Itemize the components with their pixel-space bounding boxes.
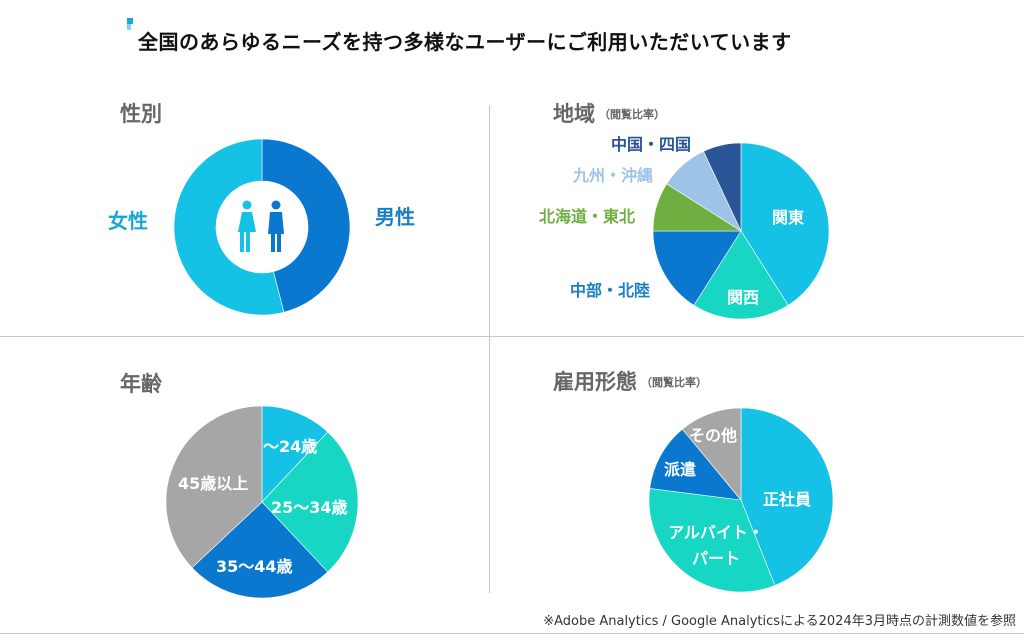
- region-subtitle: （閲覧比率）: [599, 108, 665, 121]
- region-title-text: 地域: [553, 102, 595, 126]
- region-pie-chart: [652, 142, 830, 320]
- footnote: ※Adobe Analytics / Google Analyticsによる20…: [543, 614, 1016, 629]
- slice-label-35-44: 35～44歳: [216, 557, 293, 576]
- slice-label-fulltime: 正社員: [763, 490, 812, 509]
- slice-label-female: 女性: [108, 209, 148, 233]
- horizontal-divider: [0, 336, 1024, 337]
- gender-title-text: 性別: [120, 102, 162, 126]
- region-slice-0: [740, 142, 830, 306]
- age-chart-title: 年齢: [120, 368, 162, 398]
- slice-label-kanto: 関東: [772, 208, 805, 227]
- age-pie-chart: [165, 405, 359, 599]
- slice-label-kyushu: 九州・沖縄: [573, 166, 654, 185]
- employment-slice-2: [649, 428, 742, 501]
- slice-label-hokkaido: 北海道・東北: [539, 207, 636, 226]
- slice-label-haken: 派遣: [664, 460, 697, 479]
- slice-label-chubu: 中部・北陸: [570, 281, 651, 300]
- age-slice-3: [165, 405, 263, 569]
- slice-label-parttime: アルバイト・パート: [668, 523, 764, 568]
- age-slice-2: [191, 501, 329, 599]
- slice-label-under24: ～24歳: [263, 437, 318, 456]
- employment-title-text: 雇用形態: [553, 370, 637, 394]
- employment-slice-0: [740, 407, 834, 586]
- employment-chart-title: 雇用形態 （閲覧比率）: [553, 366, 707, 396]
- slice-label-other: その他: [689, 426, 738, 445]
- employment-slice-1: [648, 488, 776, 593]
- age-slice-0: [261, 405, 329, 503]
- male-female-icon: [238, 200, 284, 252]
- slice-label-over45: 45歳以上: [178, 474, 249, 493]
- gender-slice-1: [173, 138, 285, 316]
- slice-label-male: 男性: [375, 205, 415, 229]
- title-accent-icon: [124, 18, 138, 32]
- slice-label-25-34: 25～34歳: [271, 498, 348, 517]
- age-slice-1: [261, 431, 359, 573]
- bottom-divider: [0, 633, 1024, 634]
- slice-label-kansai: 関西: [727, 288, 760, 307]
- region-slice-1: [693, 230, 789, 320]
- gender-slice-0: [261, 138, 351, 313]
- employment-subtitle: （閲覧比率）: [641, 376, 707, 389]
- region-slice-2: [652, 230, 742, 306]
- region-slice-5: [703, 142, 742, 232]
- employment-pie-chart: [648, 407, 834, 593]
- gender-donut-chart: [173, 138, 351, 316]
- page-title: 全国のあらゆるニーズを持つ多様なユーザーにご利用いただいています: [138, 30, 792, 54]
- gender-chart-title: 性別: [120, 98, 162, 128]
- vertical-divider: [489, 105, 490, 593]
- age-title-text: 年齢: [120, 372, 162, 396]
- slice-label-chugoku: 中国・四国: [611, 135, 692, 154]
- region-chart-title: 地域 （閲覧比率）: [553, 98, 665, 128]
- employment-slice-3: [681, 407, 742, 501]
